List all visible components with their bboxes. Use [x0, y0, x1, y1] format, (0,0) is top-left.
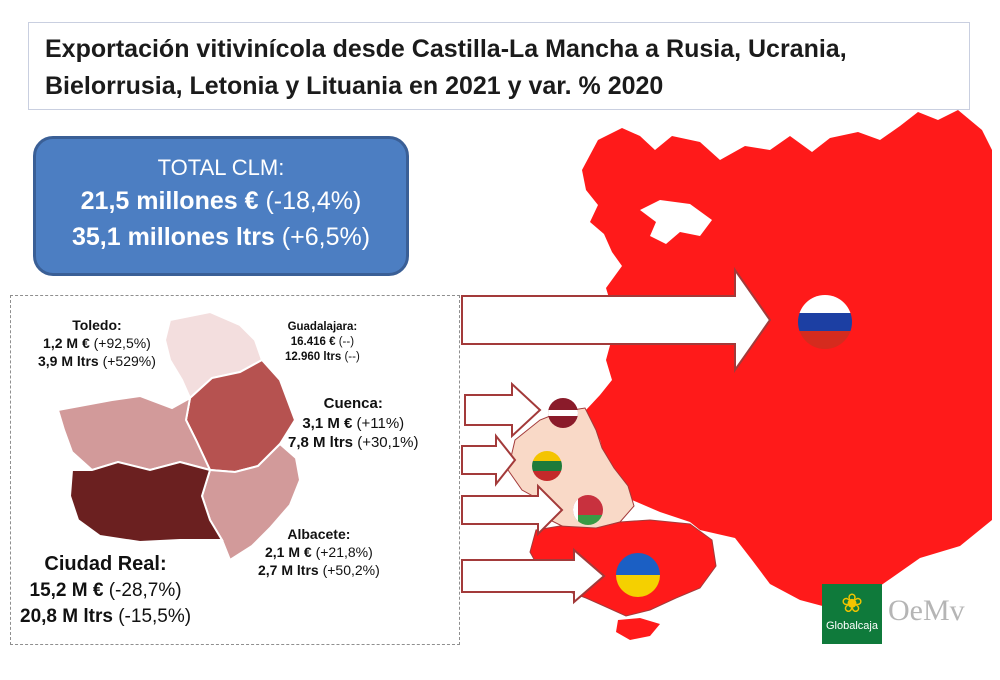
- globalcaja-logo: ❀ Globalcaja: [822, 584, 882, 644]
- arrow-to-ukraine: [461, 547, 606, 605]
- flag-ukraine-icon: [616, 553, 660, 597]
- cuenca-eur: 3,1 M €: [302, 414, 353, 432]
- total-ltrs: 35,1 millones ltrs (+6,5%): [36, 219, 406, 255]
- total-eur-var: (-18,4%): [265, 187, 362, 215]
- label-cuenca: Cuenca: 3,1 M € (+11%) 7,8 M ltrs (+30,1…: [288, 394, 419, 453]
- cuenca-eur-var: (+11%): [356, 414, 405, 432]
- ciudad-real-eur: 15,2 M €: [29, 580, 104, 602]
- albacete-eur-var: (+21,8%): [315, 544, 373, 561]
- label-guadalajara: Guadalajara: 16.416 € (--) 12.960 ltrs (…: [285, 320, 360, 365]
- clm-panel: [10, 295, 460, 645]
- cuenca-name: Cuenca:: [323, 395, 383, 412]
- cuenca-ltrs-var: (+30,1%): [357, 434, 419, 451]
- toledo-eur-var: (+92,5%): [93, 335, 151, 352]
- total-ltrs-value: 35,1 millones ltrs: [71, 223, 275, 251]
- ciudad-real-eur-var: (-28,7%): [108, 580, 182, 602]
- total-eur: 21,5 millones € (-18,4%): [36, 183, 406, 219]
- ciudad-real-name: Ciudad Real:: [44, 553, 167, 575]
- albacete-eur: 2,1 M €: [265, 544, 312, 561]
- label-toledo: Toledo: 1,2 M € (+92,5%) 3,9 M ltrs (+52…: [38, 316, 156, 371]
- arrow-to-russia: [461, 266, 772, 374]
- title-line-2: Bielorrusia, Letonia y Lituania en 2021 …: [45, 72, 664, 100]
- wheat-icon: ❀: [841, 588, 863, 618]
- total-clm-box: TOTAL CLM: 21,5 millones € (-18,4%) 35,1…: [33, 136, 409, 276]
- flag-russia-icon: [798, 295, 852, 349]
- albacete-ltrs: 2,7 M ltrs: [258, 562, 319, 579]
- guadalajara-name: Guadalajara:: [287, 321, 358, 333]
- province-toledo: [56, 394, 212, 472]
- russia-region: [582, 110, 992, 612]
- arrow-to-belarus: [461, 483, 564, 537]
- title-box: Exportación vitivinícola desde Castilla-…: [28, 22, 970, 110]
- toledo-eur: 1,2 M €: [43, 335, 90, 352]
- guadalajara-eur-var: (--): [338, 335, 355, 348]
- guadalajara-ltrs: 12.960 ltrs: [285, 350, 342, 363]
- white-sea: [640, 200, 712, 244]
- total-ltrs-var: (+6,5%): [281, 223, 371, 251]
- oemv-logo: OeMv: [888, 594, 965, 627]
- toledo-ltrs-var: (+529%): [102, 353, 156, 370]
- cuenca-ltrs: 7,8 M ltrs: [288, 434, 354, 451]
- ciudad-real-ltrs: 20,8 M ltrs: [20, 606, 113, 628]
- albacete-name: Albacete:: [287, 526, 351, 542]
- crimea-region: [616, 618, 660, 640]
- arrow-to-lithuania: [461, 433, 517, 487]
- toledo-name: Toledo:: [72, 317, 122, 333]
- flag-latvia-icon: [548, 398, 578, 428]
- globalcaja-text: Globalcaja: [826, 620, 878, 632]
- title-line-1: Exportación vitivinícola desde Castilla-…: [45, 35, 847, 63]
- flag-belarus-icon: [573, 495, 603, 525]
- ciudad-real-ltrs-var: (-15,5%): [118, 606, 192, 628]
- label-albacete: Albacete: 2,1 M € (+21,8%) 2,7 M ltrs (+…: [258, 525, 380, 580]
- albacete-ltrs-var: (+50,2%): [322, 562, 380, 579]
- flag-lithuania-icon: [532, 451, 562, 481]
- guadalajara-ltrs-var: (--): [344, 350, 360, 363]
- arrow-to-latvia: [464, 381, 542, 439]
- total-heading: TOTAL CLM:: [157, 155, 285, 180]
- total-eur-value: 21,5 millones €: [80, 187, 259, 215]
- toledo-ltrs: 3,9 M ltrs: [38, 353, 99, 370]
- province-ciudad-real: [68, 460, 224, 544]
- label-ciudad-real: Ciudad Real: 15,2 M € (-28,7%) 20,8 M lt…: [20, 551, 191, 630]
- guadalajara-eur: 16.416 €: [290, 335, 336, 348]
